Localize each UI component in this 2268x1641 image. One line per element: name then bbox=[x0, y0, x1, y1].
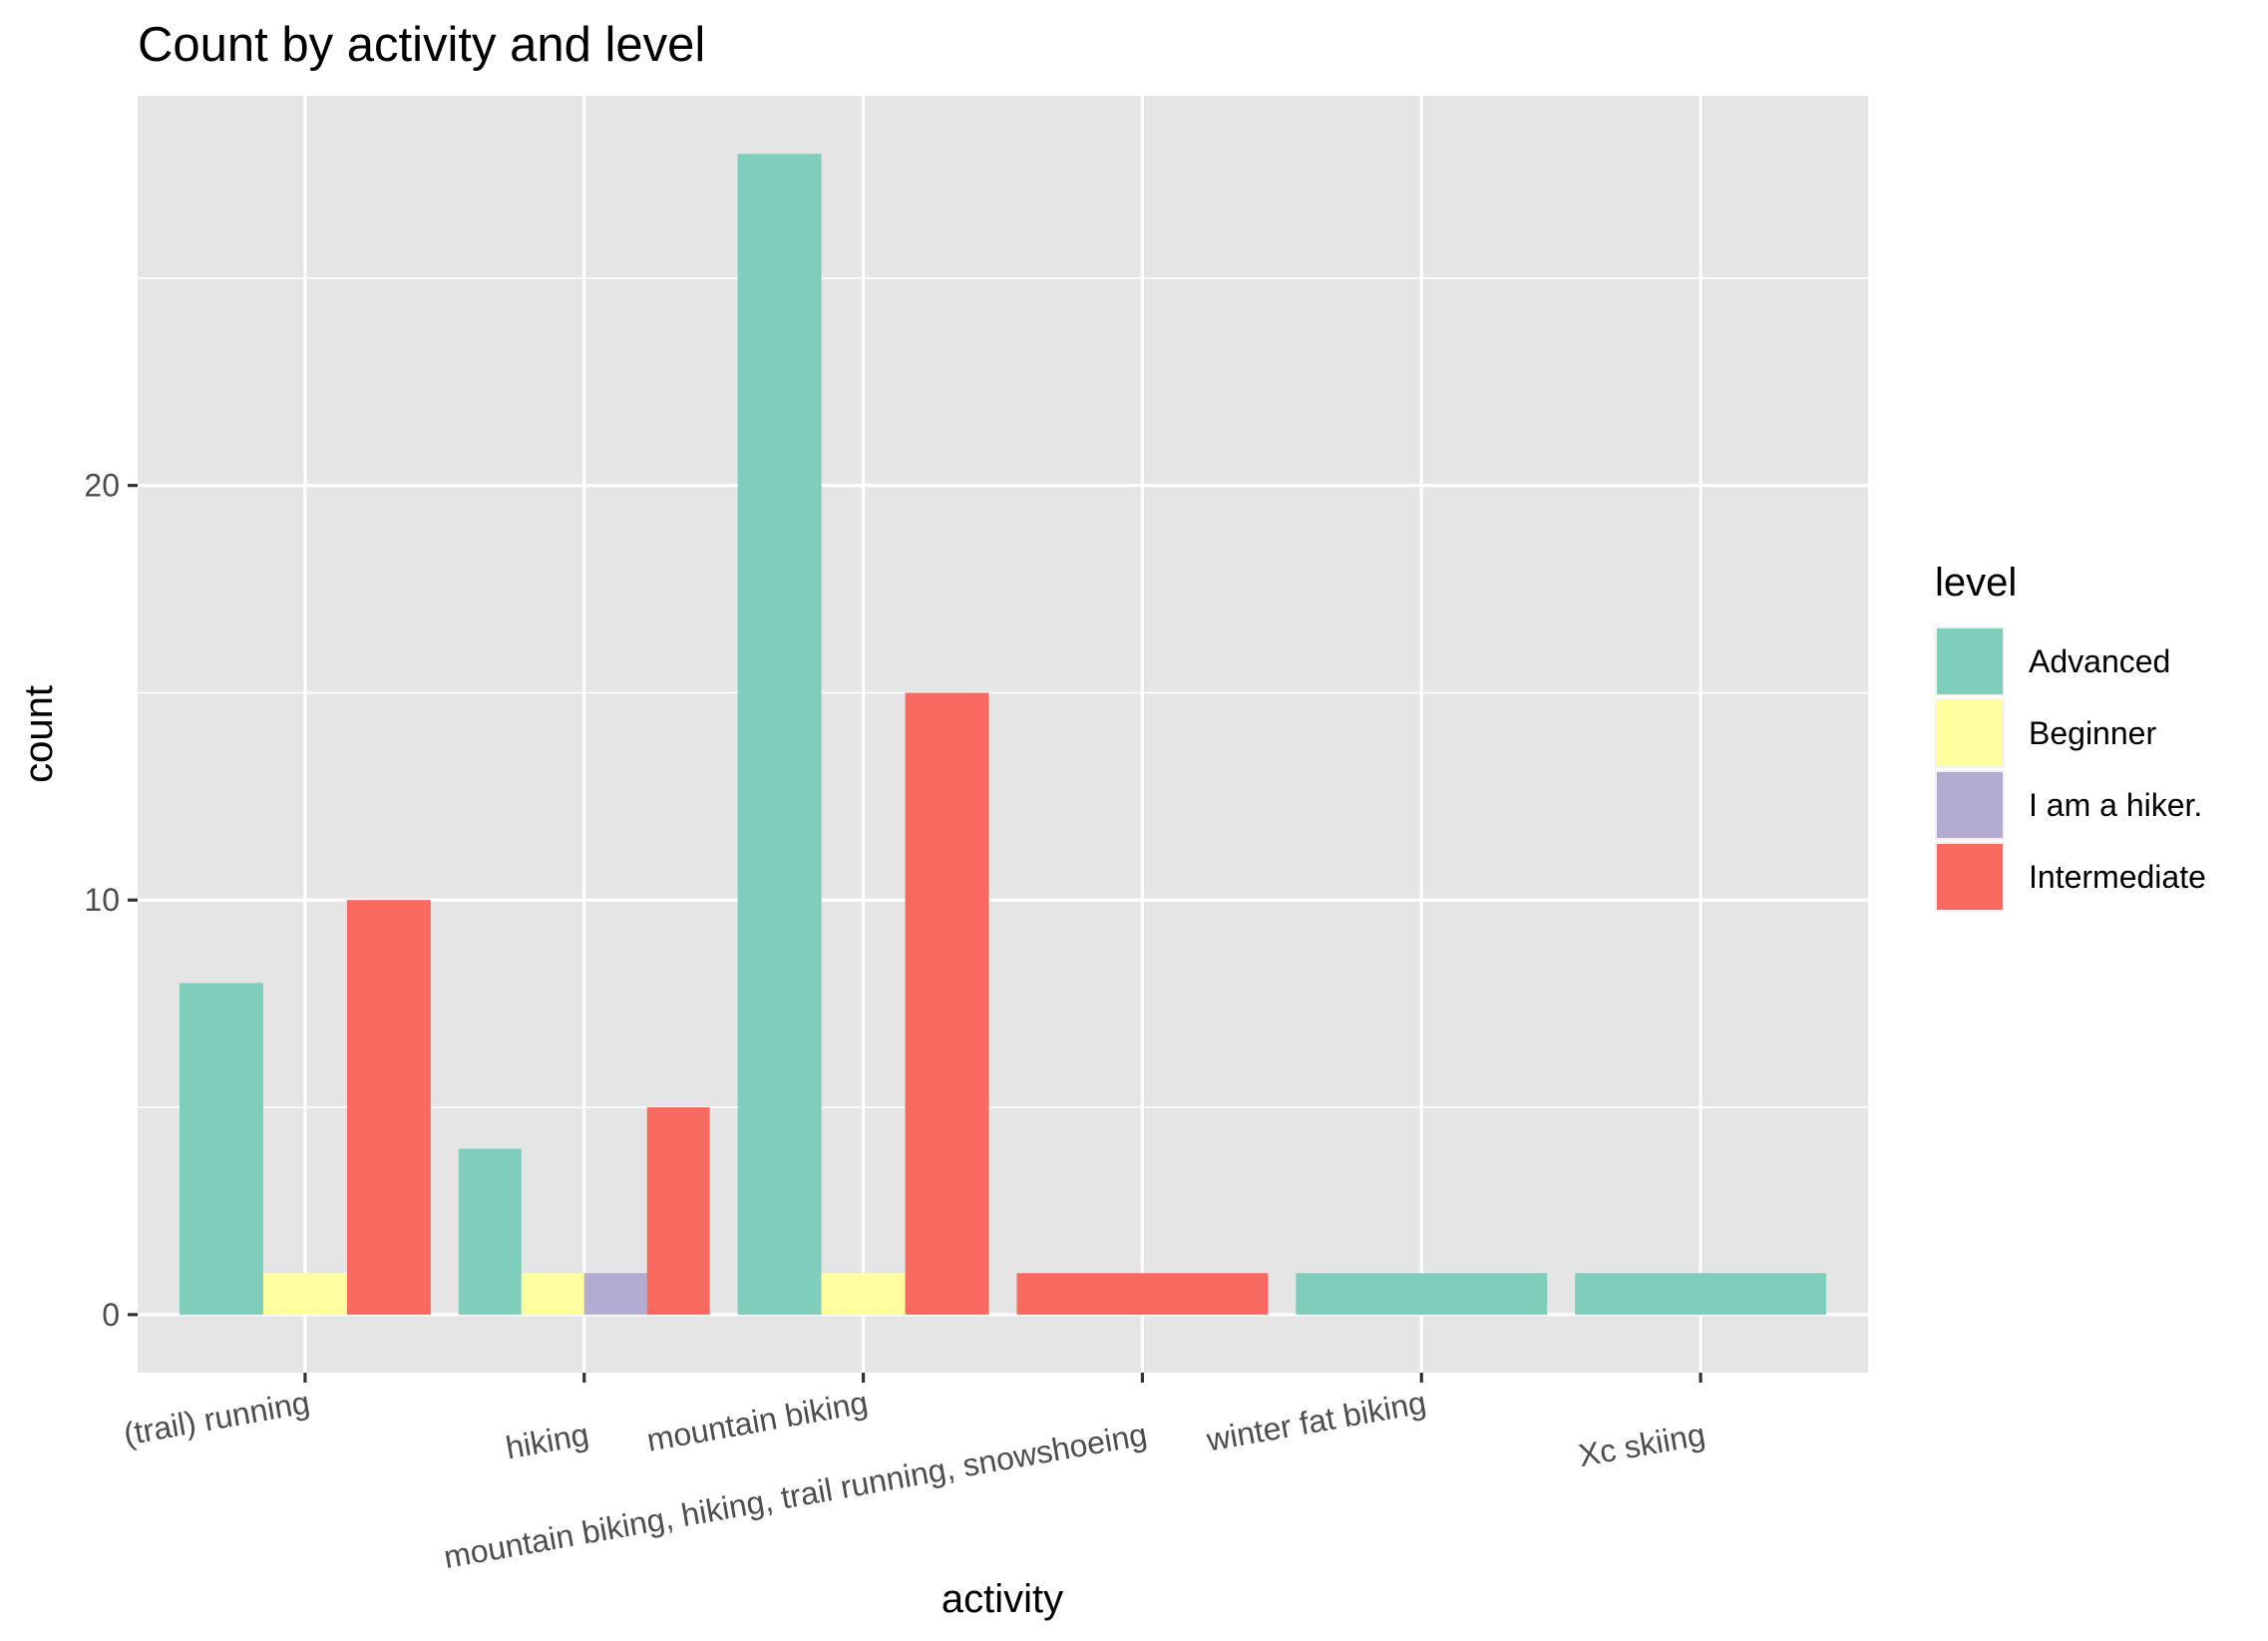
x-tick-label: hiking bbox=[503, 1416, 591, 1465]
bar-beginner-2 bbox=[521, 1273, 584, 1315]
legend-swatch bbox=[1937, 700, 2003, 766]
bars bbox=[179, 154, 1827, 1315]
bar-beginner-1 bbox=[262, 1273, 347, 1315]
x-tick-label: Xc skiing bbox=[1576, 1416, 1707, 1473]
legend-label: Beginner bbox=[2029, 715, 2156, 751]
x-tick-label: (trail) running bbox=[121, 1384, 312, 1451]
bar-beginner-3 bbox=[821, 1273, 906, 1315]
legend-label: Advanced bbox=[2029, 643, 2170, 679]
legend-title: level bbox=[1935, 561, 2017, 605]
legend-label: I am a hiker. bbox=[2029, 787, 2202, 823]
bar-advanced-3 bbox=[737, 154, 822, 1315]
x-tick-label: winter fat biking bbox=[1203, 1384, 1428, 1457]
major-gridlines bbox=[138, 96, 1868, 1373]
y-tick-label: 20 bbox=[84, 468, 120, 504]
x-axis: (trail) running hiking mountain bikingmoun… bbox=[121, 1373, 1707, 1575]
y-axis: 0 10 20 bbox=[84, 468, 138, 1333]
legend-swatch bbox=[1937, 628, 2003, 694]
bar-intermediate-4 bbox=[1016, 1273, 1269, 1315]
bar-advanced-6 bbox=[1575, 1273, 1827, 1315]
bar-advanced-1 bbox=[179, 983, 263, 1315]
chart-title: Count by activity and level bbox=[138, 18, 705, 72]
bar-advanced-5 bbox=[1296, 1273, 1548, 1315]
legend-label: Intermediate bbox=[2029, 859, 2206, 895]
x-tick-label: mountain biking bbox=[644, 1384, 871, 1457]
bar-intermediate-1 bbox=[346, 900, 431, 1315]
bar-intermediate-2 bbox=[646, 1107, 710, 1315]
bar-i-am-a-hiker-2 bbox=[583, 1273, 647, 1315]
legend-swatch bbox=[1937, 844, 2003, 910]
legend-items: Advanced Beginner I am a hiker. Intermediat… bbox=[1935, 626, 2206, 912]
y-axis-title: count bbox=[17, 685, 61, 783]
bar-advanced-2 bbox=[458, 1148, 522, 1315]
legend-swatch bbox=[1937, 772, 2003, 838]
legend: level Advanced Beginner I am a hiker. Inter… bbox=[1935, 561, 2206, 912]
y-tick-label: 10 bbox=[84, 882, 120, 918]
bar-intermediate-3 bbox=[905, 692, 989, 1315]
x-axis-title: activity bbox=[942, 1577, 1063, 1621]
y-tick-label: 0 bbox=[102, 1297, 120, 1333]
